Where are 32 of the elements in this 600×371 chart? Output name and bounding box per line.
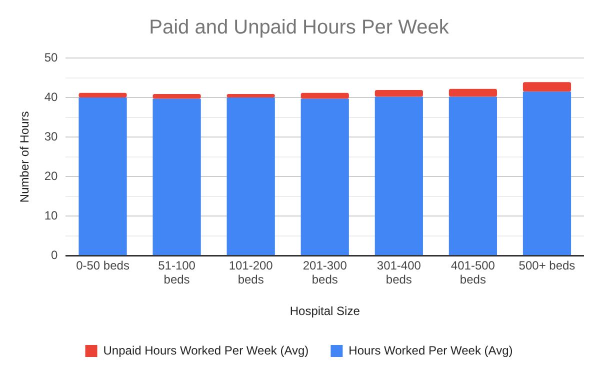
bar [374,96,423,256]
y-tick-label: 50 [44,50,58,64]
bar [78,98,127,256]
bar [448,88,498,97]
y-tick-label: 20 [44,168,58,183]
bar [226,94,275,98]
y-tick-label: 30 [44,129,58,144]
y-axis-title: Number of Hours [18,111,32,203]
x-tick-label: 301-400 beds [376,258,422,287]
x-axis-title: Hospital Size [290,304,360,318]
x-tick-label: 101-200 beds [228,258,274,287]
bar [226,98,275,256]
bar [300,98,349,256]
x-tick-label: 0-50 beds [76,258,130,272]
y-tick-label: 0 [51,248,58,262]
bar [300,92,349,99]
x-tick-label: 201-300 beds [302,258,348,287]
y-tick-label: 10 [44,208,58,223]
bar [522,82,572,92]
bar [152,98,201,256]
bar [78,92,127,98]
chart-title: Paid and Unpaid Hours Per Week [149,16,450,39]
y-tick-label: 40 [44,90,58,104]
bar [448,96,498,256]
legend-label: Unpaid Hours Worked Per Week (Avg) [103,343,309,358]
bar [374,90,423,97]
x-tick-label: 500+ beds [518,258,576,272]
x-tick-label: 401-500 beds [450,258,496,287]
bar [522,92,572,256]
legend-label: Hours Worked Per Week (Avg) [348,343,513,358]
x-tick-label: 51-100 beds [158,258,196,287]
bar [152,94,201,99]
